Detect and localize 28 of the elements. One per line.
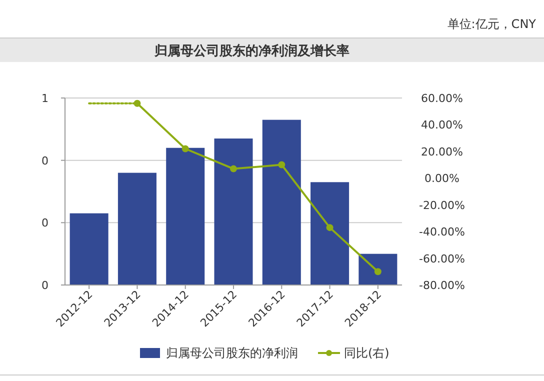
- y2-tick-label: 0.00%: [424, 172, 460, 186]
- y2-tick-label: 60.00%: [421, 92, 463, 105]
- y2-tick-label: -20.00%: [419, 198, 465, 212]
- y2-tick-label: 20.00%: [421, 145, 463, 158]
- y2-tick-label: -40.00%: [419, 226, 465, 239]
- bar: [70, 213, 108, 285]
- point: [182, 145, 189, 152]
- point: [374, 268, 382, 276]
- bar: [310, 182, 350, 285]
- y-tick-label: 0: [42, 279, 48, 292]
- y2-tick-label: 40.00%: [421, 118, 463, 132]
- y-tick-label: 1: [42, 92, 48, 105]
- bar: [214, 138, 253, 285]
- bar: [118, 172, 156, 285]
- legend-label: 归属母公司股东的净利润: [166, 346, 298, 360]
- y-tick-label: 0: [42, 216, 48, 230]
- y2-tick-label: -80.00%: [419, 279, 465, 292]
- point: [326, 224, 334, 232]
- chart-title: 归属母公司股东的净利润及增长率: [154, 43, 350, 59]
- legend-label: 同比(右): [344, 346, 390, 360]
- y2-tick-label: -60.00%: [419, 252, 465, 266]
- y-tick-label: 0: [42, 154, 48, 168]
- point: [278, 161, 286, 168]
- point: [230, 165, 237, 172]
- bar: [166, 148, 205, 285]
- bar: [262, 120, 301, 285]
- bar: [358, 254, 398, 285]
- text: 单位:亿元，CNY: [447, 17, 537, 31]
